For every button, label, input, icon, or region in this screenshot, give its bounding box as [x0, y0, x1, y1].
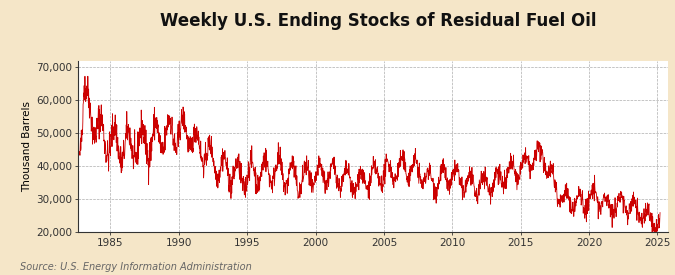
Y-axis label: Thousand Barrels: Thousand Barrels — [22, 101, 32, 192]
Text: Weekly U.S. Ending Stocks of Residual Fuel Oil: Weekly U.S. Ending Stocks of Residual Fu… — [160, 12, 596, 30]
Text: Source: U.S. Energy Information Administration: Source: U.S. Energy Information Administ… — [20, 262, 252, 272]
